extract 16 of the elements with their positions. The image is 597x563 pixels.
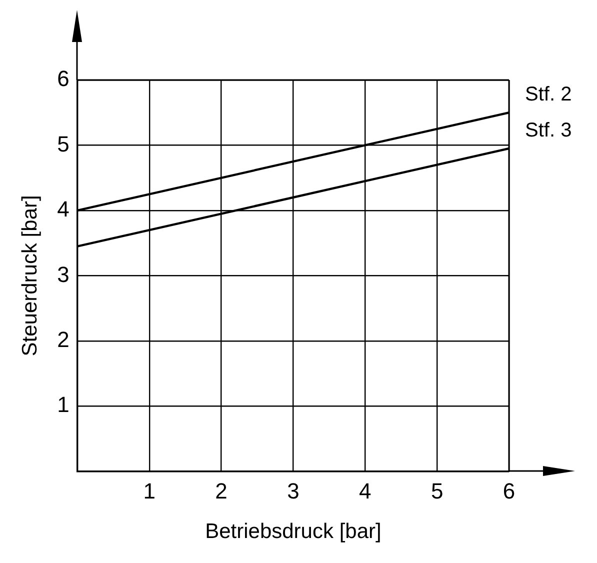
x-axis-title: Betriebsdruck [bar]: [205, 520, 382, 544]
x-tick-label: 1: [143, 478, 156, 504]
series-label: Stf. 3: [525, 119, 572, 142]
series-label: Stf. 2: [525, 84, 572, 106]
y-tick-label: 5: [57, 131, 70, 156]
y-axis-title: Steuerdruck [bar]: [18, 195, 42, 356]
x-tick-label: 2: [215, 478, 228, 504]
x-tick-label: 4: [359, 478, 372, 504]
y-tick-label: 3: [57, 262, 70, 287]
x-tick-label: 6: [502, 478, 516, 504]
y-tick-label: 4: [57, 196, 70, 222]
x-tick-label: 3: [287, 478, 300, 504]
x-tick-label: 5: [430, 478, 444, 504]
y-tick-label: 6: [57, 66, 70, 92]
y-tick-label: 2: [57, 326, 70, 352]
y-tick-label: 1: [57, 392, 70, 418]
